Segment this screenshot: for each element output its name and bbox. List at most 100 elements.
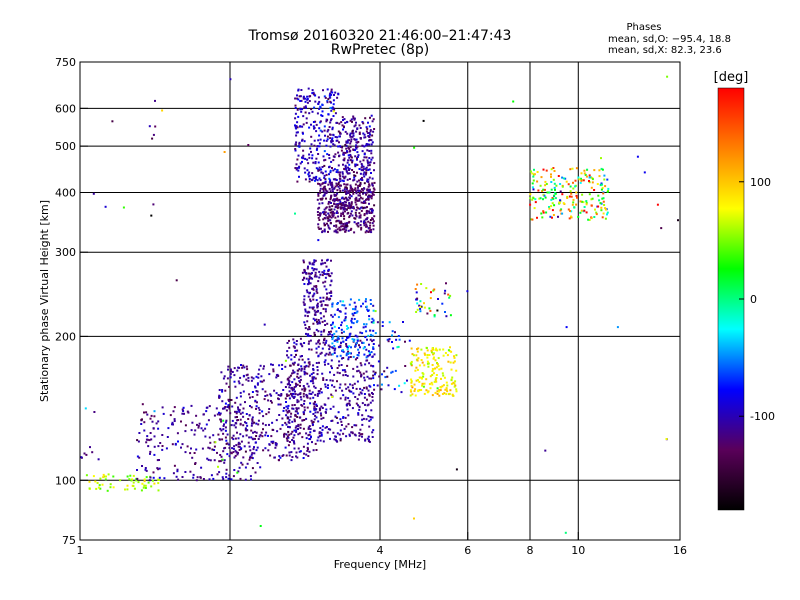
data-point — [348, 196, 351, 199]
data-point — [567, 208, 570, 211]
data-point — [411, 393, 414, 396]
data-point — [368, 315, 371, 318]
data-point — [329, 275, 332, 277]
data-point — [420, 305, 423, 308]
data-point — [295, 451, 298, 454]
data-point — [364, 300, 367, 303]
data-point — [320, 262, 323, 265]
data-point — [326, 216, 329, 219]
data-point — [173, 464, 176, 467]
data-point — [361, 176, 363, 179]
data-point — [414, 369, 417, 372]
data-point — [370, 197, 373, 200]
data-point — [358, 434, 361, 437]
data-point — [371, 182, 374, 185]
data-point — [598, 199, 601, 202]
data-point — [322, 330, 325, 333]
data-point — [315, 310, 318, 313]
data-point — [292, 397, 295, 399]
data-point — [267, 449, 270, 452]
data-point — [341, 225, 344, 228]
data-point — [109, 483, 112, 486]
data-point — [349, 135, 352, 138]
data-point — [358, 168, 361, 170]
data-point — [308, 433, 311, 436]
data-point — [249, 396, 251, 399]
data-point — [356, 224, 359, 227]
data-point — [207, 419, 210, 422]
data-point — [284, 365, 287, 368]
data-point — [361, 414, 364, 417]
data-point — [311, 379, 314, 382]
data-point — [404, 340, 406, 343]
data-point — [363, 396, 366, 399]
data-point — [353, 338, 356, 341]
data-point — [334, 216, 337, 219]
data-point — [336, 192, 339, 195]
data-point — [129, 474, 132, 477]
data-point — [360, 209, 363, 212]
data-point — [369, 303, 372, 305]
data-point — [229, 412, 232, 415]
data-point — [337, 130, 340, 133]
data-point — [256, 401, 258, 404]
data-point — [312, 421, 315, 423]
data-point — [315, 285, 318, 287]
data-point — [228, 400, 231, 402]
data-point — [371, 193, 374, 196]
data-point — [337, 316, 340, 319]
data-point — [325, 339, 328, 342]
data-point — [601, 216, 604, 219]
data-point — [666, 75, 669, 78]
data-point — [286, 342, 289, 344]
data-point — [373, 388, 376, 391]
data-point — [307, 265, 309, 268]
data-point — [561, 185, 564, 188]
data-point — [324, 192, 327, 195]
data-point — [660, 227, 663, 230]
data-point — [335, 199, 338, 202]
data-point — [259, 466, 262, 469]
data-point — [313, 139, 316, 142]
data-point — [326, 130, 329, 133]
data-point — [351, 407, 354, 410]
data-point — [365, 166, 368, 169]
data-point — [329, 106, 332, 109]
data-point — [455, 369, 458, 372]
data-point — [353, 318, 356, 320]
data-point — [244, 450, 247, 453]
data-point — [247, 441, 250, 444]
data-point — [326, 431, 329, 434]
data-point — [353, 188, 356, 191]
data-point — [364, 363, 367, 366]
data-point — [455, 468, 458, 471]
data-point — [559, 190, 562, 193]
data-point — [455, 388, 458, 391]
data-point — [301, 156, 303, 159]
data-point — [585, 202, 588, 204]
data-point — [279, 427, 282, 430]
data-point — [282, 409, 285, 412]
data-point — [335, 230, 337, 233]
data-point — [92, 475, 95, 478]
data-point — [144, 487, 147, 489]
data-point — [223, 459, 226, 462]
data-point — [306, 442, 309, 445]
data-point — [306, 291, 309, 294]
data-point — [337, 411, 340, 414]
data-point — [455, 390, 458, 393]
data-point — [332, 199, 334, 202]
data-point — [284, 397, 287, 400]
data-point — [157, 445, 160, 448]
data-point — [437, 298, 439, 300]
data-point — [306, 382, 309, 385]
data-point — [296, 372, 299, 375]
data-point — [350, 321, 353, 324]
data-point — [265, 431, 268, 434]
data-point — [319, 105, 322, 108]
data-point — [184, 430, 187, 433]
data-point — [351, 132, 354, 134]
data-point — [431, 383, 434, 386]
data-point — [299, 393, 302, 395]
data-point — [333, 349, 336, 352]
